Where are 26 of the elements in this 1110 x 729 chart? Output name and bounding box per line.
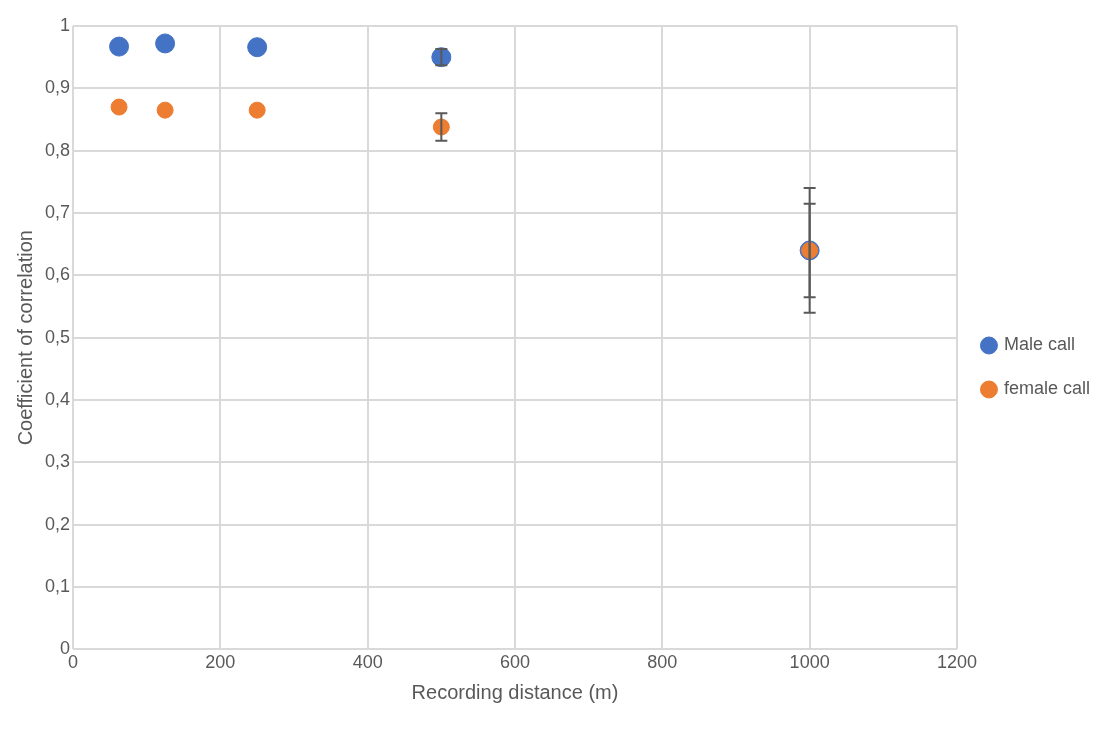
- point: [248, 101, 266, 119]
- x-tick-label: 800: [647, 652, 678, 673]
- y-tick-label: 0,2: [44, 513, 71, 534]
- y-axis-title: Coefficient of correlation: [13, 230, 36, 446]
- x-tick-label: 1000: [789, 652, 830, 673]
- point: [109, 36, 130, 57]
- y-tick-label: 0,9: [44, 77, 71, 98]
- legend-label: female call: [1003, 378, 1091, 399]
- y-tick-label: 0,6: [44, 264, 71, 285]
- legend-label: Male call: [1003, 334, 1075, 355]
- x-tick-label: 200: [205, 652, 236, 673]
- y-tick-label: 1: [60, 14, 71, 35]
- y-tick-label: 0,8: [44, 139, 71, 160]
- point: [156, 101, 174, 119]
- x-tick-label: 600: [499, 652, 531, 673]
- y-tick-label: 0,1: [44, 576, 71, 597]
- y-tick-label: 0,3: [44, 451, 71, 472]
- y-tick-label: 0,4: [44, 389, 71, 410]
- point: [155, 33, 176, 54]
- point: [110, 98, 128, 116]
- x-tick-label: 1200: [936, 652, 977, 673]
- x-tick-label: 400: [352, 652, 383, 673]
- y-tick-label: 0,7: [44, 201, 71, 222]
- point: [247, 37, 268, 58]
- x-axis-title: Recording distance (m): [411, 680, 619, 703]
- y-tick-label: 0,5: [44, 326, 71, 347]
